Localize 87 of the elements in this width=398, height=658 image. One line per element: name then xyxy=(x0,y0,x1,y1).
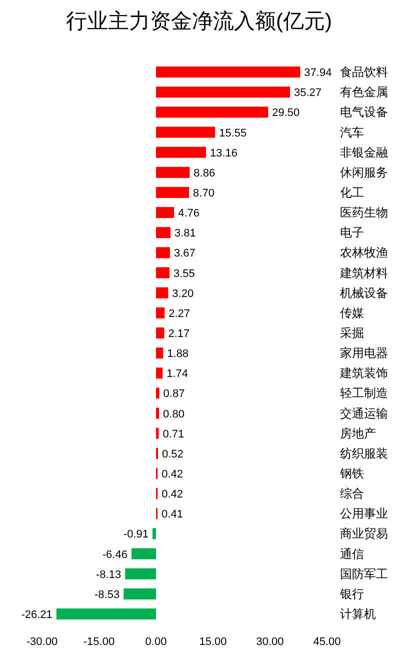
bar xyxy=(156,86,290,98)
bar xyxy=(156,287,168,298)
data-label: 15.55 xyxy=(219,127,247,140)
y-tick-label: 计算机 xyxy=(340,606,376,621)
y-tick-label: 休闲服务 xyxy=(340,165,388,180)
bar xyxy=(152,528,156,540)
y-tick-label: 国防军工 xyxy=(340,566,388,581)
y-tick-label: 汽车 xyxy=(340,125,364,140)
y-tick-label: 建筑材料 xyxy=(339,266,388,280)
bar xyxy=(156,227,170,238)
data-label: 0.71 xyxy=(162,428,184,440)
x-tick-label: 15.00 xyxy=(199,636,227,648)
data-label: -8.13 xyxy=(96,568,122,581)
bar xyxy=(156,388,160,399)
data-label: 0.52 xyxy=(162,448,184,460)
bar xyxy=(156,106,268,118)
bar xyxy=(124,588,156,600)
bar xyxy=(156,186,190,198)
y-tick-label: 家用电器 xyxy=(340,346,388,360)
bar xyxy=(156,307,165,318)
bar xyxy=(156,207,174,218)
data-label: -6.46 xyxy=(102,548,128,561)
bar xyxy=(131,548,156,560)
bar xyxy=(156,166,190,178)
x-tick-label: -15.00 xyxy=(83,636,115,648)
bar xyxy=(156,247,170,258)
data-label: 3.55 xyxy=(173,268,195,280)
bar xyxy=(56,608,156,620)
data-label: 0.41 xyxy=(162,508,183,521)
data-label: -0.91 xyxy=(123,528,149,541)
y-tick-label: 银行 xyxy=(339,586,364,601)
y-tick-label: 建筑装饰 xyxy=(339,366,388,380)
y-tick-label: 商业贸易 xyxy=(340,526,388,541)
data-label: 37.94 xyxy=(304,67,332,80)
data-label: 0.42 xyxy=(162,488,184,501)
data-label: -8.53 xyxy=(94,588,120,601)
y-tick-label: 房地产 xyxy=(340,426,376,440)
bar xyxy=(156,267,170,278)
data-label: -26.21 xyxy=(21,608,52,621)
data-label: 8.70 xyxy=(193,187,214,200)
y-tick-label: 钢铁 xyxy=(339,466,364,480)
y-tick-label: 电子 xyxy=(340,226,364,240)
data-label: 1.88 xyxy=(167,348,189,360)
data-label: 3.67 xyxy=(174,248,196,260)
x-tick-label: -30.00 xyxy=(26,636,58,648)
bar xyxy=(156,348,164,359)
y-tick-label: 食品饮料 xyxy=(340,65,388,80)
chart-title: 行业主力资金净流入额(亿元) xyxy=(66,10,332,33)
data-label: 2.27 xyxy=(168,308,190,320)
bar xyxy=(125,568,156,580)
bar xyxy=(156,126,216,138)
data-label: 1.74 xyxy=(166,368,188,380)
x-tick-label: 45.00 xyxy=(313,636,341,648)
y-tick-label: 医药生物 xyxy=(340,206,388,220)
y-tick-label: 综合 xyxy=(340,486,364,501)
data-label: 4.76 xyxy=(178,208,200,220)
y-tick-label: 农林牧渔 xyxy=(340,246,388,260)
data-label: 0.87 xyxy=(163,388,185,400)
y-tick-label: 化工 xyxy=(340,185,364,200)
y-tick-label: 非银金融 xyxy=(340,145,388,160)
data-label: 29.50 xyxy=(272,107,300,120)
bar xyxy=(156,66,300,78)
bar xyxy=(156,327,164,338)
y-tick-label: 电气设备 xyxy=(340,105,388,120)
bar xyxy=(156,428,159,439)
y-tick-label: 通信 xyxy=(340,546,364,561)
data-label: 35.27 xyxy=(294,87,322,100)
y-tick-label: 传媒 xyxy=(340,306,364,320)
x-tick-label: 30.00 xyxy=(256,636,284,648)
bar xyxy=(156,146,206,158)
y-tick-label: 有色金属 xyxy=(340,85,388,100)
data-label: 0.80 xyxy=(163,408,184,420)
data-label: 8.86 xyxy=(194,167,216,180)
data-label: 13.16 xyxy=(210,147,238,160)
y-tick-label: 纺织服装 xyxy=(340,446,388,460)
data-label: 2.17 xyxy=(168,328,190,340)
bar xyxy=(156,408,160,419)
data-label: 0.42 xyxy=(162,468,184,480)
bar xyxy=(156,368,163,379)
data-label: 3.20 xyxy=(172,288,194,300)
data-label: 3.81 xyxy=(174,228,196,240)
y-tick-label: 交通运输 xyxy=(340,406,388,420)
y-tick-label: 轻工制造 xyxy=(340,386,388,400)
y-tick-label: 机械设备 xyxy=(340,286,388,300)
y-tick-label: 采掘 xyxy=(340,326,364,340)
x-tick-label: 0.00 xyxy=(145,636,167,648)
y-tick-label: 公用事业 xyxy=(340,506,388,521)
